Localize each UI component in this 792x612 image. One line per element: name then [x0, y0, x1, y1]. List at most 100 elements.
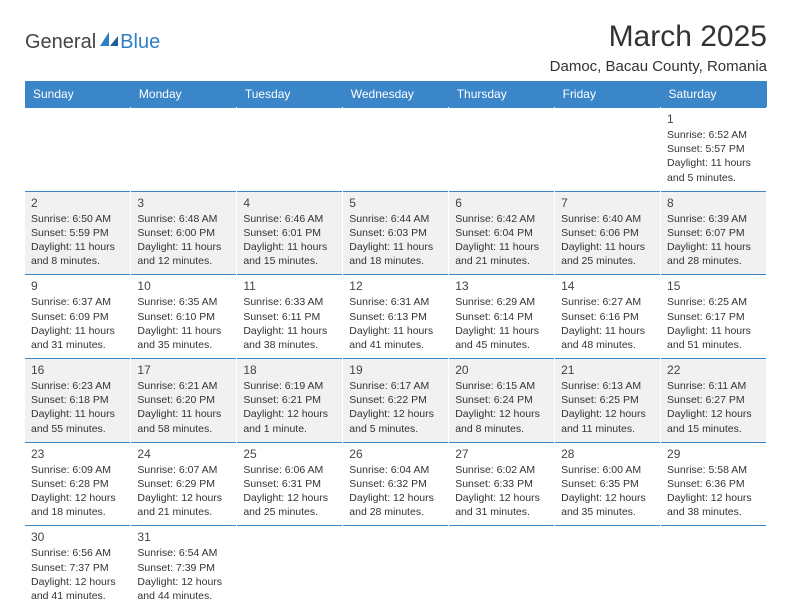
calendar-day-cell: 25Sunrise: 6:06 AMSunset: 6:31 PMDayligh…	[237, 442, 343, 526]
day-number: 8	[667, 196, 760, 210]
calendar-day-cell: 16Sunrise: 6:23 AMSunset: 6:18 PMDayligh…	[25, 359, 131, 443]
calendar-day-cell: 17Sunrise: 6:21 AMSunset: 6:20 PMDayligh…	[131, 359, 237, 443]
daylight-line: Daylight: 12 hours and 31 minutes.	[455, 491, 548, 519]
sunrise-line: Sunrise: 6:52 AM	[667, 128, 760, 142]
calendar-empty-cell	[661, 526, 767, 609]
calendar-week-row: 2Sunrise: 6:50 AMSunset: 5:59 PMDaylight…	[25, 191, 767, 275]
calendar-day-cell: 8Sunrise: 6:39 AMSunset: 6:07 PMDaylight…	[661, 191, 767, 275]
calendar-table: SundayMondayTuesdayWednesdayThursdayFrid…	[25, 81, 767, 609]
calendar-day-cell: 27Sunrise: 6:02 AMSunset: 6:33 PMDayligh…	[449, 442, 555, 526]
calendar-day-cell: 1Sunrise: 6:52 AMSunset: 5:57 PMDaylight…	[661, 108, 767, 192]
daylight-line: Daylight: 11 hours and 41 minutes.	[349, 324, 442, 352]
calendar-day-cell: 20Sunrise: 6:15 AMSunset: 6:24 PMDayligh…	[449, 359, 555, 443]
sunrise-line: Sunrise: 6:17 AM	[349, 379, 442, 393]
day-number: 28	[561, 447, 654, 461]
sunrise-line: Sunrise: 6:33 AM	[243, 295, 336, 309]
calendar-day-cell: 18Sunrise: 6:19 AMSunset: 6:21 PMDayligh…	[237, 359, 343, 443]
sunrise-line: Sunrise: 6:42 AM	[455, 212, 548, 226]
daylight-line: Daylight: 11 hours and 5 minutes.	[667, 156, 760, 184]
sunset-line: Sunset: 6:36 PM	[667, 477, 760, 491]
calendar-day-cell: 7Sunrise: 6:40 AMSunset: 6:06 PMDaylight…	[555, 191, 661, 275]
day-number: 6	[455, 196, 548, 210]
header: General Blue March 2025 Damoc, Bacau Cou…	[25, 20, 767, 75]
sunset-line: Sunset: 6:14 PM	[455, 310, 548, 324]
calendar-day-cell: 29Sunrise: 5:58 AMSunset: 6:36 PMDayligh…	[661, 442, 767, 526]
daylight-line: Daylight: 11 hours and 15 minutes.	[243, 240, 336, 268]
daylight-line: Daylight: 11 hours and 12 minutes.	[137, 240, 230, 268]
sunrise-line: Sunrise: 6:48 AM	[137, 212, 230, 226]
daylight-line: Daylight: 11 hours and 35 minutes.	[137, 324, 230, 352]
sunrise-line: Sunrise: 6:02 AM	[455, 463, 548, 477]
sunset-line: Sunset: 6:03 PM	[349, 226, 442, 240]
day-number: 25	[243, 447, 336, 461]
sunset-line: Sunset: 6:04 PM	[455, 226, 548, 240]
calendar-day-cell: 2Sunrise: 6:50 AMSunset: 5:59 PMDaylight…	[25, 191, 131, 275]
daylight-line: Daylight: 12 hours and 21 minutes.	[137, 491, 230, 519]
sunset-line: Sunset: 6:24 PM	[455, 393, 548, 407]
day-number: 22	[667, 363, 760, 377]
daylight-line: Daylight: 11 hours and 51 minutes.	[667, 324, 760, 352]
logo-sail-icon	[98, 30, 120, 54]
sunrise-line: Sunrise: 6:39 AM	[667, 212, 760, 226]
calendar-day-cell: 9Sunrise: 6:37 AMSunset: 6:09 PMDaylight…	[25, 275, 131, 359]
daylight-line: Daylight: 11 hours and 18 minutes.	[349, 240, 442, 268]
weekday-header: Sunday	[25, 81, 131, 108]
sunset-line: Sunset: 6:00 PM	[137, 226, 230, 240]
logo: General Blue	[25, 20, 160, 54]
calendar-day-cell: 31Sunrise: 6:54 AMSunset: 7:39 PMDayligh…	[131, 526, 237, 609]
sunset-line: Sunset: 6:06 PM	[561, 226, 654, 240]
sunrise-line: Sunrise: 6:09 AM	[31, 463, 124, 477]
sunrise-line: Sunrise: 6:46 AM	[243, 212, 336, 226]
sunset-line: Sunset: 6:07 PM	[667, 226, 760, 240]
sunset-line: Sunset: 6:13 PM	[349, 310, 442, 324]
weekday-header: Wednesday	[343, 81, 449, 108]
day-number: 20	[455, 363, 548, 377]
day-number: 4	[243, 196, 336, 210]
day-number: 15	[667, 279, 760, 293]
daylight-line: Daylight: 12 hours and 18 minutes.	[31, 491, 124, 519]
daylight-line: Daylight: 11 hours and 25 minutes.	[561, 240, 654, 268]
daylight-line: Daylight: 11 hours and 55 minutes.	[31, 407, 124, 435]
day-number: 24	[137, 447, 230, 461]
calendar-day-cell: 30Sunrise: 6:56 AMSunset: 7:37 PMDayligh…	[25, 526, 131, 609]
sunrise-line: Sunrise: 6:15 AM	[455, 379, 548, 393]
calendar-empty-cell	[131, 108, 237, 192]
calendar-empty-cell	[449, 526, 555, 609]
sunrise-line: Sunrise: 6:27 AM	[561, 295, 654, 309]
sunrise-line: Sunrise: 6:44 AM	[349, 212, 442, 226]
daylight-line: Daylight: 12 hours and 41 minutes.	[31, 575, 124, 603]
sunset-line: Sunset: 6:11 PM	[243, 310, 336, 324]
sunrise-line: Sunrise: 6:56 AM	[31, 546, 124, 560]
daylight-line: Daylight: 11 hours and 8 minutes.	[31, 240, 124, 268]
sunset-line: Sunset: 6:33 PM	[455, 477, 548, 491]
calendar-week-row: 30Sunrise: 6:56 AMSunset: 7:37 PMDayligh…	[25, 526, 767, 609]
daylight-line: Daylight: 11 hours and 31 minutes.	[31, 324, 124, 352]
day-number: 26	[349, 447, 442, 461]
day-number: 9	[31, 279, 124, 293]
page-title: March 2025	[550, 20, 767, 54]
sunset-line: Sunset: 6:20 PM	[137, 393, 230, 407]
sunrise-line: Sunrise: 6:54 AM	[137, 546, 230, 560]
calendar-day-cell: 4Sunrise: 6:46 AMSunset: 6:01 PMDaylight…	[237, 191, 343, 275]
sunset-line: Sunset: 6:25 PM	[561, 393, 654, 407]
sunset-line: Sunset: 6:16 PM	[561, 310, 654, 324]
day-number: 12	[349, 279, 442, 293]
calendar-day-cell: 28Sunrise: 6:00 AMSunset: 6:35 PMDayligh…	[555, 442, 661, 526]
day-number: 31	[137, 530, 230, 544]
calendar-day-cell: 23Sunrise: 6:09 AMSunset: 6:28 PMDayligh…	[25, 442, 131, 526]
calendar-empty-cell	[237, 526, 343, 609]
sunrise-line: Sunrise: 6:00 AM	[561, 463, 654, 477]
calendar-day-cell: 22Sunrise: 6:11 AMSunset: 6:27 PMDayligh…	[661, 359, 767, 443]
weekday-header: Thursday	[449, 81, 555, 108]
sunset-line: Sunset: 6:35 PM	[561, 477, 654, 491]
weekday-header: Saturday	[661, 81, 767, 108]
location-text: Damoc, Bacau County, Romania	[550, 58, 767, 75]
sunrise-line: Sunrise: 6:04 AM	[349, 463, 442, 477]
day-number: 29	[667, 447, 760, 461]
sunrise-line: Sunrise: 6:19 AM	[243, 379, 336, 393]
calendar-day-cell: 10Sunrise: 6:35 AMSunset: 6:10 PMDayligh…	[131, 275, 237, 359]
calendar-week-row: 16Sunrise: 6:23 AMSunset: 6:18 PMDayligh…	[25, 359, 767, 443]
day-number: 7	[561, 196, 654, 210]
sunset-line: Sunset: 7:39 PM	[137, 561, 230, 575]
calendar-day-cell: 3Sunrise: 6:48 AMSunset: 6:00 PMDaylight…	[131, 191, 237, 275]
